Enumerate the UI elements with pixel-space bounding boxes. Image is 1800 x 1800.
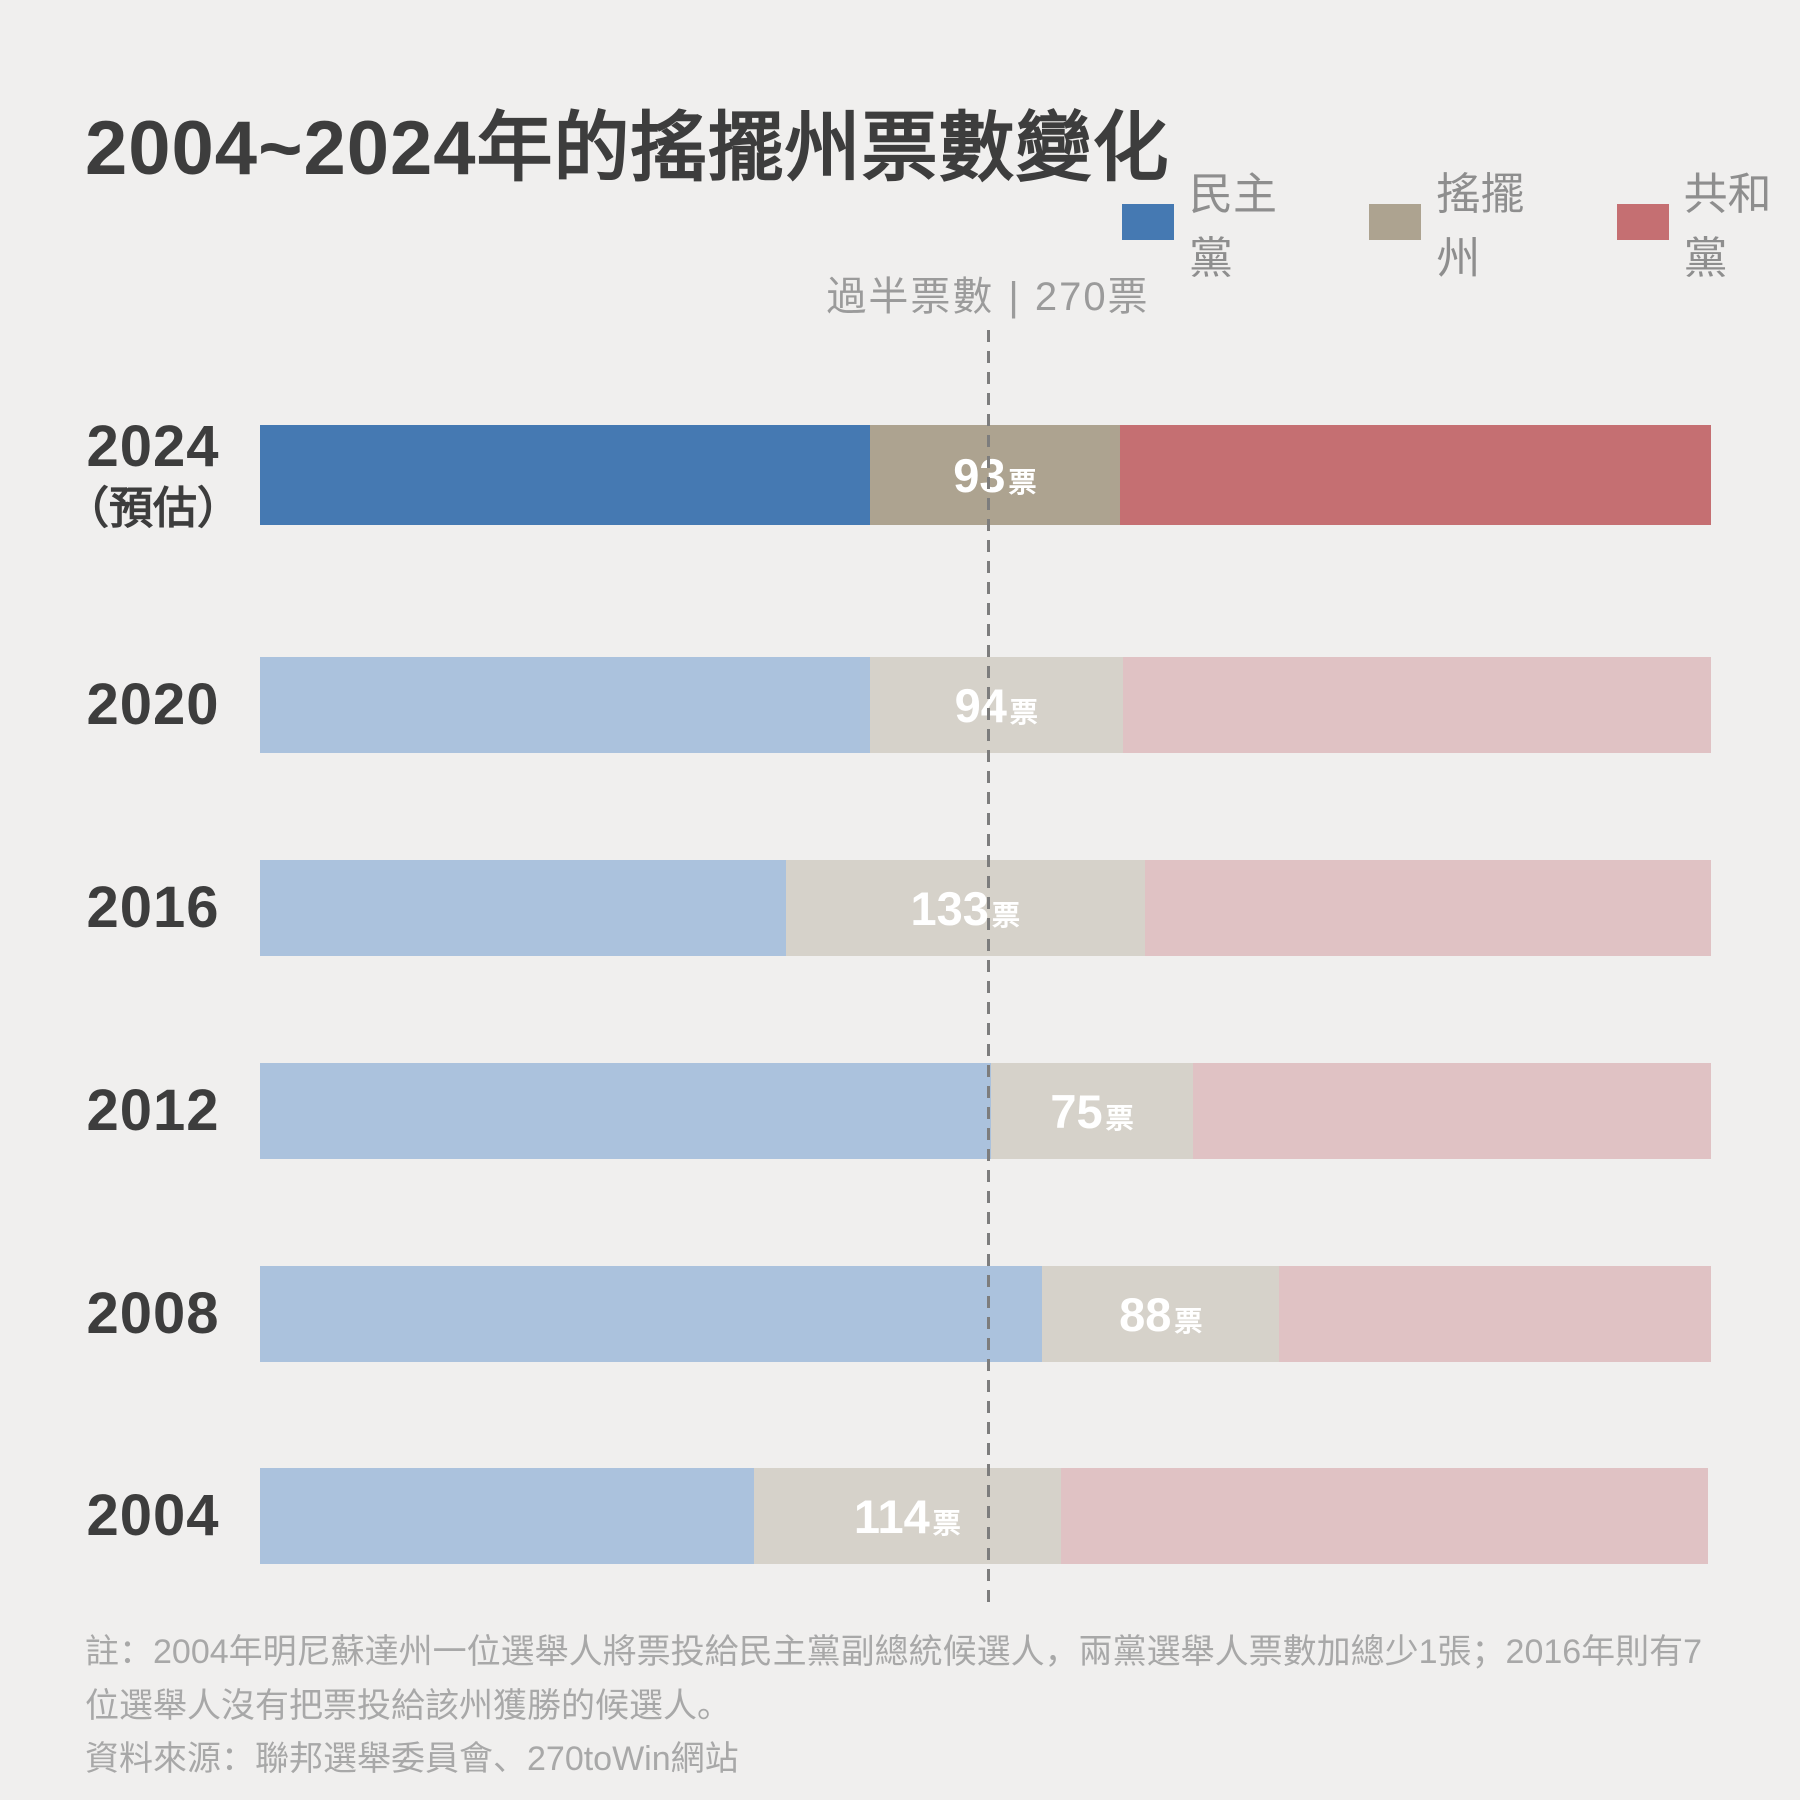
swing-votes-unit: 票 <box>1008 466 1037 498</box>
swing-votes-label: 93 票 <box>953 452 1036 499</box>
stacked-bar: 93 票 <box>260 425 1711 525</box>
year-label-2008: 2008 <box>58 1266 248 1362</box>
source-text: 資料來源：聯邦選舉委員會、270toWin網站 <box>85 1740 739 1779</box>
page-title: 2004~2024年的搖擺州票數變化 <box>85 106 1170 191</box>
year-text: 2012 <box>86 1077 220 1143</box>
republican-segment <box>1120 425 1711 525</box>
republican-segment <box>1279 1266 1711 1362</box>
threshold-value: 270票 <box>1034 275 1150 319</box>
swing-votes-label: 88 票 <box>1119 1291 1202 1338</box>
republican-segment <box>1123 657 1711 753</box>
bar-row-2008: 2008 88 票 <box>0 1266 1800 1362</box>
legend: 民主黨 搖擺州 共和黨 <box>1122 158 1800 286</box>
swing-segment: 94 票 <box>869 657 1123 753</box>
legend-swatch-republican <box>1616 204 1669 240</box>
bar-row-2004: 2004 114 票 <box>0 1468 1800 1564</box>
legend-item-swing: 搖擺州 <box>1369 158 1552 286</box>
swing-votes-number: 75 <box>1050 1084 1103 1138</box>
bar-row-2024: 2024 （預估） 93 票 <box>0 417 1800 532</box>
bar-row-2020: 2020 94 票 <box>0 657 1800 753</box>
swing-votes-unit: 票 <box>932 1507 961 1539</box>
swing-segment: 75 票 <box>990 1063 1194 1159</box>
legend-swatch-swing <box>1369 204 1422 240</box>
swing-votes-number: 94 <box>954 678 1007 732</box>
swing-segment: 88 票 <box>1042 1266 1280 1362</box>
stacked-bar: 94 票 <box>260 657 1711 753</box>
year-text: 2024 <box>86 414 220 480</box>
swing-votes-unit: 票 <box>1174 1305 1203 1337</box>
stacked-bar: 133 票 <box>260 860 1711 956</box>
swing-votes-unit: 票 <box>1009 696 1038 728</box>
swing-votes-number: 93 <box>953 448 1006 502</box>
swing-segment: 114 票 <box>753 1468 1062 1564</box>
swing-votes-unit: 票 <box>991 899 1020 931</box>
swing-votes-number: 88 <box>1119 1287 1172 1341</box>
swing-votes-unit: 票 <box>1105 1102 1134 1134</box>
swing-votes-label: 133 票 <box>911 885 1020 932</box>
swing-segment: 93 票 <box>869 425 1121 525</box>
year-text: 2004 <box>86 1482 220 1548</box>
year-note-text: （預估） <box>65 484 241 534</box>
bar-row-2016: 2016 133 票 <box>0 860 1800 956</box>
year-label-2012: 2012 <box>58 1063 248 1159</box>
legend-label-republican: 共和黨 <box>1683 170 1772 283</box>
footnotes: 註：2004年明尼蘇達州一位選舉人將票投給民主黨副總統候選人，兩黨選舉人票數加總… <box>85 1626 1730 1787</box>
threshold-prefix: 過半票數 <box>826 275 995 319</box>
year-text: 2016 <box>86 874 220 940</box>
legend-label-swing: 搖擺州 <box>1436 170 1525 283</box>
swing-votes-label: 75 票 <box>1050 1088 1133 1135</box>
majority-threshold-line <box>987 330 990 1610</box>
year-text: 2020 <box>86 671 220 737</box>
stacked-bar: 75 票 <box>260 1063 1711 1159</box>
note-text: 註：2004年明尼蘇達州一位選舉人將票投給民主黨副總統候選人，兩黨選舉人票數加總… <box>85 1633 1703 1725</box>
democratic-segment <box>260 1266 1043 1362</box>
republican-segment <box>1193 1063 1711 1159</box>
year-label-2004: 2004 <box>58 1468 248 1564</box>
stacked-bar: 114 票 <box>260 1468 1709 1564</box>
swing-segment: 133 票 <box>785 860 1145 956</box>
democratic-segment <box>260 425 870 525</box>
democratic-segment <box>260 860 786 956</box>
swing-votes-label: 114 票 <box>854 1493 961 1540</box>
swing-votes-label: 94 票 <box>955 682 1038 729</box>
republican-segment <box>1061 1468 1709 1564</box>
swing-votes-number: 133 <box>910 881 989 935</box>
stacked-bar: 88 票 <box>260 1266 1711 1362</box>
legend-label-democratic: 民主黨 <box>1189 170 1277 283</box>
legend-item-republican: 共和黨 <box>1616 158 1800 286</box>
legend-swatch-democratic <box>1122 204 1174 240</box>
swing-votes-number: 114 <box>853 1489 930 1543</box>
threshold-divider: | <box>1008 275 1021 319</box>
democratic-segment <box>260 1063 991 1159</box>
democratic-segment <box>260 657 870 753</box>
bar-row-2012: 2012 75 票 <box>0 1063 1800 1159</box>
republican-segment <box>1144 860 1711 956</box>
year-text: 2008 <box>86 1280 220 1346</box>
year-label-2024: 2024 （預估） <box>58 417 248 532</box>
year-label-2016: 2016 <box>58 860 248 956</box>
legend-item-democratic: 民主黨 <box>1122 158 1305 286</box>
year-label-2020: 2020 <box>58 657 248 753</box>
majority-threshold-label: 過半票數 | 270票 <box>826 264 1149 322</box>
democratic-segment <box>260 1468 754 1564</box>
